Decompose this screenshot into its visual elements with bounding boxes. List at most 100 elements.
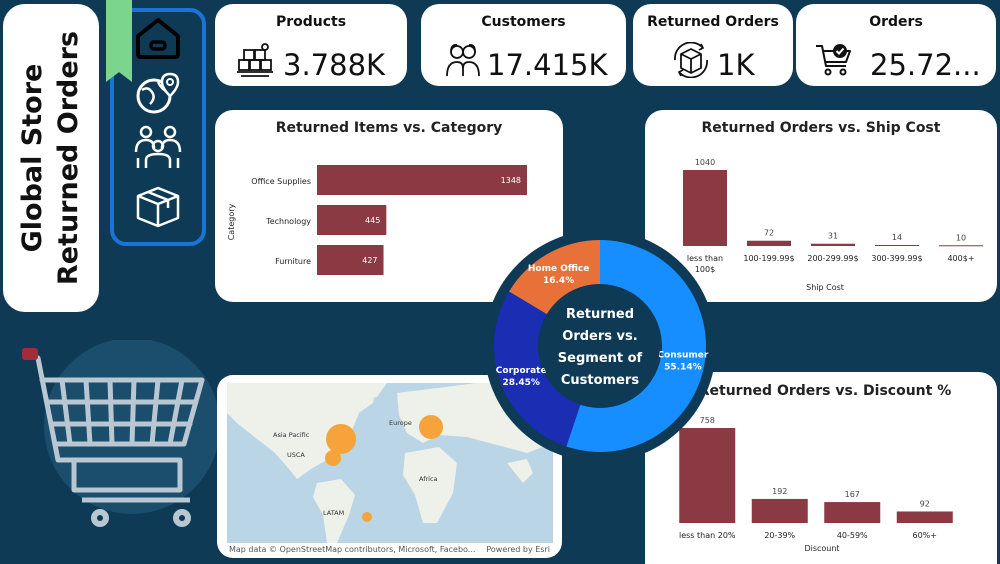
kpi-customers-card: Customers 17.415K — [421, 4, 626, 86]
segment-donut-chart: Consumer 55.14% Corporate 28.45% Home Office… — [484, 230, 716, 462]
category-tick-label: Furniture — [275, 257, 311, 266]
discount-bar — [824, 502, 881, 523]
donut-center-title: Returned — [566, 307, 634, 322]
kpi-customers-label: Customers — [481, 14, 566, 30]
segment-donut-svg: Consumer 55.14% Corporate 28.45% Home Office… — [484, 230, 716, 462]
category-bar-value: 445 — [365, 216, 380, 225]
category-ylabel: Category — [227, 203, 236, 240]
donut-slice — [494, 291, 581, 447]
map-attribution: Map data © OpenStreetMap contributors, M… — [229, 545, 476, 554]
shipcost-bar — [683, 170, 727, 246]
people-icon[interactable] — [132, 124, 184, 170]
discount-bar-value: 92 — [920, 499, 930, 508]
shipcost-bar-value: 14 — [892, 233, 902, 242]
discount-bar — [896, 511, 953, 523]
shipcost-tick-label: 200-299.99$ — [807, 254, 858, 263]
donut-slice — [566, 240, 706, 452]
discount-xlabel: Discount — [804, 544, 839, 553]
page-title-line1: Global Store — [17, 63, 48, 253]
shipcost-tick-label: 400$+ — [947, 254, 974, 263]
kpi-orders-value: 25.72... — [870, 48, 981, 82]
discount-bar — [679, 428, 736, 523]
category-tick-label: Technology — [265, 217, 311, 226]
discount-bar-value: 192 — [772, 487, 787, 496]
shipcost-bar — [939, 245, 983, 247]
products-boxes-icon — [237, 43, 273, 77]
category-chart-title: Returned Items vs. Category — [275, 120, 503, 136]
page-title-line2: Returned Orders — [53, 30, 84, 286]
discount-bar-value: 758 — [700, 416, 715, 425]
discount-bar-chart: Discount 758 less than 20% 192 20-39% 167 40-… — [679, 416, 953, 553]
discount-tick-label: less than 20% — [679, 531, 736, 540]
map-label-latam: LATAM — [323, 509, 344, 517]
category-bar-value: 1348 — [501, 176, 521, 185]
kpi-products-value: 3.788K — [283, 48, 386, 82]
shipcost-bar-value: 31 — [828, 232, 838, 241]
donut-center-title: Customers — [561, 373, 639, 388]
kpi-orders-label: Orders — [869, 14, 923, 30]
shipcost-bar-value: 1040 — [695, 158, 715, 167]
shipcost-chart-title: Returned Orders vs. Ship Cost — [701, 120, 941, 136]
shipcost-tick-label: less than — [687, 254, 723, 263]
map-label-africa: Africa — [419, 475, 438, 483]
map-bubble — [325, 450, 341, 466]
shipcost-bar-value: 10 — [956, 233, 966, 242]
map-bubbles — [325, 415, 443, 522]
discount-bar-value: 167 — [845, 490, 860, 499]
category-chart-card: Returned Items vs. Category Category Off… — [215, 110, 563, 302]
category-bar — [317, 245, 384, 275]
map-label-usca: USCA — [287, 451, 305, 459]
shipcost-bar-chart: Ship Cost 1040 less than 100$ 72 100-199.99$… — [683, 158, 983, 292]
customers-icon — [446, 43, 480, 77]
kpi-products-label: Products — [275, 14, 347, 30]
map-label-europe: Europe — [389, 419, 412, 427]
kpi-products-card: Products 3.788K — [215, 4, 407, 86]
donut-slice-pct: 16.4% — [543, 276, 574, 286]
category-bar — [317, 205, 387, 235]
page-title: Global Store Returned Orders — [15, 8, 87, 308]
shipcost-bar-value: 72 — [764, 229, 774, 238]
donut-center-title: Segment of — [558, 351, 643, 366]
shopping-cart-illustration — [22, 340, 217, 527]
donut-slice-label: Consumer — [657, 351, 708, 361]
discount-tick-label: 20-39% — [764, 531, 795, 540]
discount-chart-title: Returned Orders vs. Discount % — [698, 383, 952, 399]
map-bubble — [362, 512, 372, 522]
world-map[interactable]: Asia Pacific USCA Europe Africa LATAM — [227, 383, 553, 543]
discount-tick-label: 40-59% — [837, 531, 868, 540]
bookmark-ribbon — [106, 0, 132, 82]
discount-bar — [751, 498, 808, 523]
category-tick-label: Office Supplies — [251, 177, 311, 186]
map-bubble — [326, 424, 356, 454]
map-card: Asia Pacific USCA Europe Africa LATAM Ma… — [217, 375, 562, 558]
donut-slice-label: Home Office — [528, 264, 589, 274]
home-icon[interactable] — [132, 14, 184, 60]
donut-slice-label: Corporate — [496, 366, 547, 376]
map-powered-by[interactable]: Powered by Esri — [486, 545, 550, 554]
donut-slice-pct: 28.45% — [502, 378, 540, 388]
map-bubble — [419, 415, 443, 439]
kpi-returned-orders-card: Returned Orders 1K — [633, 4, 793, 86]
kpi-orders-card: Orders 25.72... — [796, 4, 996, 86]
category-bar — [317, 165, 527, 195]
kpi-customers-value: 17.415K — [487, 48, 608, 82]
map-label-asia-pacific: Asia Pacific — [273, 431, 310, 439]
discount-tick-label: 60%+ — [913, 531, 937, 540]
shipcost-bar — [811, 243, 855, 246]
box-icon[interactable] — [132, 184, 184, 230]
shipcost-bar — [747, 240, 791, 246]
category-bar-chart: Category Office Supplies 1348 Technology 44… — [227, 165, 527, 275]
kpi-returned-orders-value: 1K — [717, 48, 755, 82]
shipcost-xlabel: Ship Cost — [806, 283, 844, 292]
title-card: Global Store Returned Orders — [3, 4, 99, 312]
kpi-returned-orders-label: Returned Orders — [647, 14, 779, 30]
shipcost-tick-label: 100-199.99$ — [743, 254, 794, 263]
shipcost-chart-card: Returned Orders vs. Ship Cost Ship Cost … — [645, 110, 997, 302]
donut-slice — [509, 240, 600, 315]
cart-check-icon — [816, 44, 851, 76]
shipcost-tick-label: 100$ — [695, 265, 715, 274]
shipcost-tick-label: 300-399.99$ — [871, 254, 922, 263]
donut-slice-pct: 55.14% — [664, 363, 702, 373]
globe-location-icon[interactable] — [132, 70, 184, 116]
discount-chart-card: Returned Orders vs. Discount % Discount … — [645, 372, 997, 564]
